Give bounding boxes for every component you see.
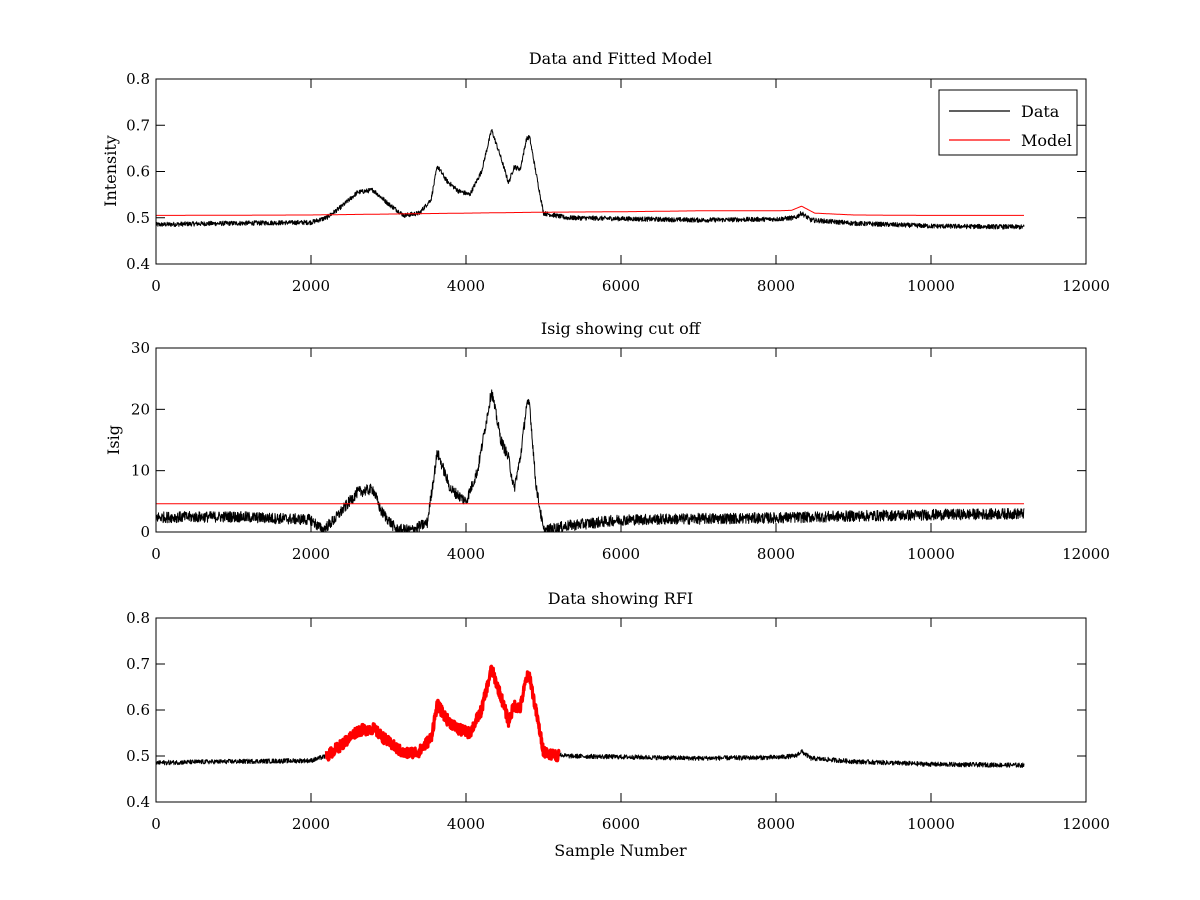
x-tick-label: 12000: [1062, 815, 1110, 833]
y-tick-label: 0.5: [126, 209, 150, 227]
x-tick-label: 8000: [757, 277, 795, 295]
y-tick-label: 0.4: [126, 255, 150, 273]
legend: Data Model: [938, 89, 1078, 156]
x-tick-label: 6000: [602, 815, 640, 833]
subplot-title: Data showing RFI: [548, 589, 693, 608]
x-tick-label: 4000: [447, 545, 485, 563]
y-tick-label: 0.8: [126, 609, 150, 627]
plot-area: 0 2000 4000 6000 8000 10000 12000 0.4 0.5 0.6 0.7 0…: [126, 70, 1110, 295]
legend-label-data: Data: [1021, 102, 1060, 121]
plot-area: 0 2000 4000 6000 8000 10000 12000 0 10 20 30: [131, 339, 1110, 563]
x-tick-label: 6000: [602, 545, 640, 563]
y-tick-label: 0.6: [126, 701, 150, 719]
y-tick-label: 20: [131, 400, 150, 418]
y-axis-label: Intensity: [101, 135, 120, 207]
series-line-red: [324, 664, 561, 763]
x-tick-label: 4000: [447, 815, 485, 833]
x-tick-label: 0: [151, 815, 161, 833]
y-tick-label: 0.4: [126, 793, 150, 811]
y-tick-label: 0.8: [126, 70, 150, 88]
x-axis-label: Sample Number: [554, 841, 687, 860]
x-tick-label: 8000: [757, 545, 795, 563]
y-axis-label: Isig: [104, 425, 123, 455]
y-tick-label: 10: [131, 462, 150, 480]
series-line-model: [155, 205, 1025, 216]
x-tick-label: 2000: [292, 815, 330, 833]
x-tick-label: 4000: [447, 277, 485, 295]
plot-area: 0 2000 4000 6000 8000 10000 12000 0.4 0.5 0.6 0.7 0…: [126, 609, 1110, 833]
x-tick-label: 12000: [1062, 277, 1110, 295]
y-tick-label: 0.5: [126, 747, 150, 765]
y-tick-label: 0: [140, 523, 150, 541]
subplot-data-and-fitted-model: Data and Fitted Model Intensity 0 2000 400…: [101, 49, 1110, 295]
y-tick-label: 30: [131, 339, 150, 357]
y-tick-label: 0.7: [126, 655, 150, 673]
y-tick-label: 0.6: [126, 163, 150, 181]
legend-box: [938, 89, 1078, 156]
series-line-black: [155, 666, 1025, 768]
subplot-isig-showing-cut-off: Isig showing cut off Isig 0 2000 4000 6000 8…: [104, 319, 1110, 563]
subplot-title: Data and Fitted Model: [529, 49, 712, 68]
series-line-data: [155, 129, 1025, 230]
subplot-title: Isig showing cut off: [541, 319, 702, 338]
x-tick-label: 6000: [602, 277, 640, 295]
x-tick-label: 10000: [907, 277, 955, 295]
y-tick-label: 0.7: [126, 116, 150, 134]
x-tick-label: 12000: [1062, 545, 1110, 563]
x-tick-label: 8000: [757, 815, 795, 833]
x-tick-label: 2000: [292, 545, 330, 563]
x-tick-label: 2000: [292, 277, 330, 295]
subplot-data-showing-rfi: Data showing RFI 0 2000 4000 6000 8000 10000 1…: [126, 589, 1110, 860]
x-tick-label: 0: [151, 545, 161, 563]
series-line-black: [155, 389, 1025, 533]
legend-label-model: Model: [1021, 131, 1072, 150]
x-tick-label: 10000: [907, 545, 955, 563]
x-tick-label: 0: [151, 277, 161, 295]
x-tick-label: 10000: [907, 815, 955, 833]
